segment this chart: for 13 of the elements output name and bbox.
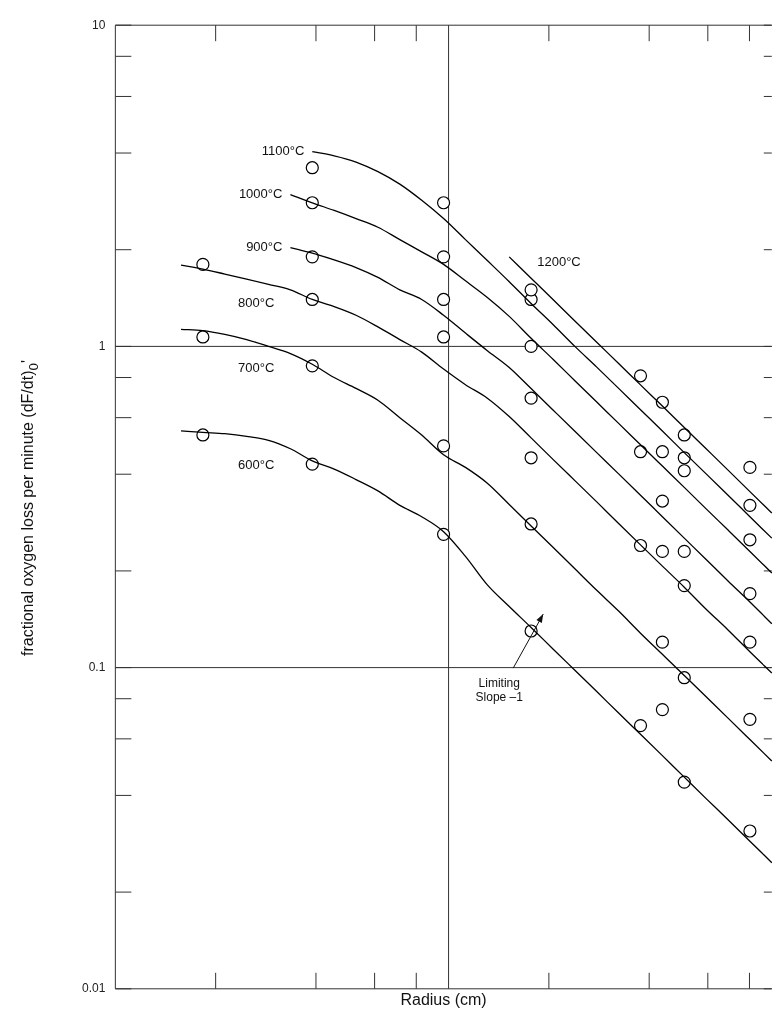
x-axis-title: Radius (cm): [400, 990, 487, 1008]
series-label: 1000°C: [238, 186, 283, 202]
y-tick-label: 1: [98, 338, 106, 353]
series-label: 800°C: [238, 295, 275, 311]
y-tick-label: 10: [92, 17, 106, 32]
series-label: 700°C: [238, 359, 275, 375]
series-label: 1100°C: [261, 143, 305, 159]
series-label: 1200°C: [537, 254, 581, 270]
y-tick-label: 0.1: [88, 659, 106, 674]
y-tick-label: 0.01: [82, 981, 106, 996]
series-label: 600°C: [238, 456, 275, 472]
annotation: Limiting Slope –1: [475, 676, 524, 705]
series-label: 900°C: [246, 239, 283, 255]
